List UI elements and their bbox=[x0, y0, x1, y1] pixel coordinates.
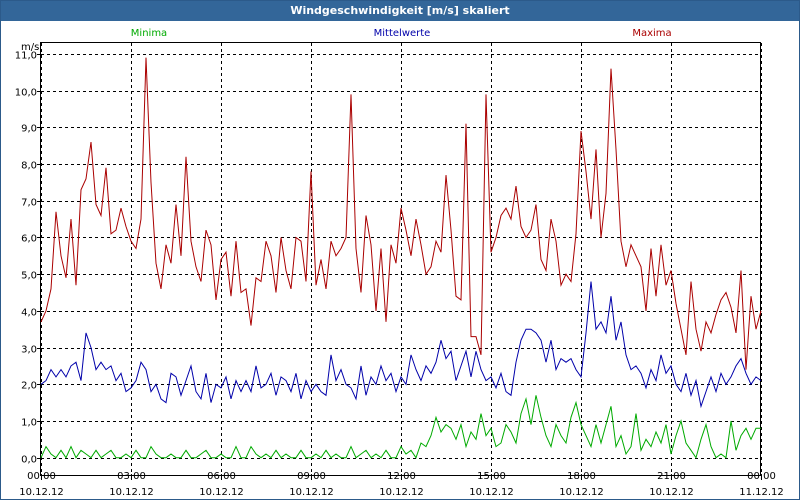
x-tick-time: 21:00 bbox=[657, 471, 686, 482]
y-tick-label: 7,0 bbox=[21, 198, 37, 209]
x-axis-ticks: 00:00 10.12.12 03:00 10.12.12 06:00 10.12.12 0… bbox=[19, 471, 784, 498]
x-tick-date: 11.12.12 bbox=[739, 487, 784, 498]
x-tick-time: 12:00 bbox=[387, 471, 416, 482]
y-tick-label: 0,0 bbox=[21, 455, 37, 466]
wind-speed-chart: 0,0 1,0 2,0 3,0 4,0 5,0 6,0 7,0 8,0 9,0 10,0 11,0 0… bbox=[15, 28, 784, 498]
x-tick-date: 10.12.12 bbox=[559, 487, 604, 498]
legend: Minima Mittelwerte Maxima bbox=[131, 28, 672, 39]
x-tick-date: 10.12.12 bbox=[379, 487, 424, 498]
y-tick-label: 1,0 bbox=[21, 418, 37, 429]
x-tick-date: 10.12.12 bbox=[109, 487, 154, 498]
grid-lines bbox=[41, 43, 762, 476]
x-tick-date: 10.12.12 bbox=[19, 487, 64, 498]
x-tick-date: 10.12.12 bbox=[289, 487, 334, 498]
x-tick-date: 10.12.12 bbox=[649, 487, 694, 498]
y-tick-label: 4,0 bbox=[21, 308, 37, 319]
x-tick-date: 10.12.12 bbox=[199, 487, 244, 498]
legend-item-mittelwerte: Mittelwerte bbox=[374, 28, 431, 39]
y-tick-label: 9,0 bbox=[21, 124, 37, 135]
y-tick-label: 3,0 bbox=[21, 345, 37, 356]
y-axis-label: m/s bbox=[21, 42, 39, 53]
y-tick-label: 11,0 bbox=[15, 51, 37, 62]
legend-item-maxima: Maxima bbox=[632, 28, 671, 39]
series-line-maxima bbox=[40, 57, 762, 370]
y-tick-label: 8,0 bbox=[21, 161, 37, 172]
series-line-minima bbox=[40, 395, 761, 459]
series-line-mittelwerte bbox=[40, 281, 762, 409]
y-tick-label: 2,0 bbox=[21, 381, 37, 392]
x-tick-date: 10.12.12 bbox=[469, 487, 514, 498]
plot-area bbox=[40, 42, 761, 476]
x-tick-time: 00:00 bbox=[27, 471, 56, 482]
x-tick-time: 03:00 bbox=[117, 471, 146, 482]
x-tick-time: 06:00 bbox=[207, 471, 236, 482]
y-tick-label: 5,0 bbox=[21, 271, 37, 282]
y-tick-label: 6,0 bbox=[21, 234, 37, 245]
series-lines bbox=[40, 57, 762, 459]
y-tick-label: 10,0 bbox=[15, 88, 37, 99]
y-axis-ticks: 0,0 1,0 2,0 3,0 4,0 5,0 6,0 7,0 8,0 9,0 10,0 11,0 bbox=[15, 51, 41, 466]
x-tick-time: 09:00 bbox=[297, 471, 326, 482]
window-title: Windgeschwindigkeit [m/s] skaliert bbox=[1, 1, 799, 21]
x-tick-time: 18:00 bbox=[567, 471, 596, 482]
x-tick-time: 15:00 bbox=[477, 471, 506, 482]
legend-item-minima: Minima bbox=[131, 28, 167, 39]
x-tick-time: 00:00 bbox=[747, 471, 776, 482]
